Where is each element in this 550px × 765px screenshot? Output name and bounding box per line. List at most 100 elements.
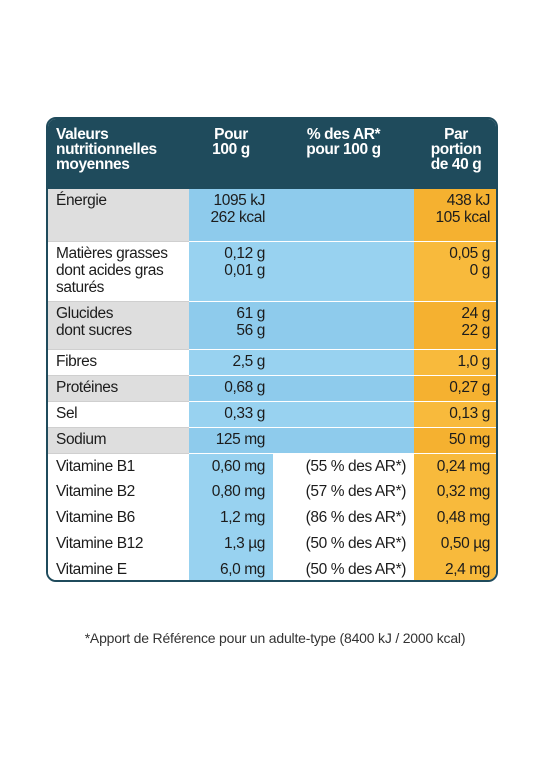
cell-line: 100 g [212,141,250,158]
cell-line: Protéines [56,379,118,396]
table-cell: Sel [48,401,189,427]
cell-line: 1,0 g [457,353,491,370]
table-cell: (50 % des AR*) [273,531,414,557]
cell-line: (50 % des AR*) [305,535,407,552]
cell-line: 2,4 mg [445,561,490,578]
cell-line: de 40 g [430,156,482,173]
cell-line: 0,60 mg [211,458,266,475]
cell-line: 0,01 g [224,262,265,279]
cell-line: Vitamine B1 [56,458,135,475]
cell-line: 24 g [461,305,490,322]
cell-line: 0,24 mg [436,458,491,475]
table-cell: (50 % des AR*) [273,557,414,580]
cell-line: 6,0 mg [220,561,265,578]
cell-line: Sel [56,405,78,422]
cell-line: Vitamine E [56,561,127,578]
cell-line: Glucides [56,305,114,322]
table-cell: 0,68 g [189,375,273,401]
table-cell [273,401,414,427]
table-cell: 6,0 mg [189,557,273,580]
cell-line: 0,13 g [449,405,490,422]
cell-line: dont acides gras [56,262,164,279]
cell-line: Pour [214,126,248,143]
cell-line: % des AR* [306,126,381,143]
table-cell: 2,5 g [189,349,273,375]
cell-line: (57 % des AR*) [305,483,407,500]
cell-line: 0,05 g [449,245,490,262]
table-cell: 1,2 mg [189,505,273,531]
cell-line: 105 kcal [435,209,490,226]
table-cell: 0,60 mg [189,453,273,479]
table-cell: Protéines [48,375,189,401]
table-cell: 0,33 g [189,401,273,427]
cell-line: 61 g [236,305,265,322]
table-cell: Vitamine B6 [48,505,189,531]
table-cell: 24 g 22 g [414,301,496,349]
cell-line: 0,48 mg [436,509,491,526]
cell-line: (50 % des AR*) [305,561,407,578]
table-cell: (55 % des AR*) [273,453,414,479]
table-cell: 125 mg [189,427,273,453]
cell-line: 0,32 mg [436,483,491,500]
table-cell: Énergie [48,189,189,241]
cell-line: 1,3 µg [223,535,265,552]
table-cell: 0,32 mg [414,479,496,505]
cell-line: 0,80 mg [211,483,266,500]
table-cell: 0,12 g 0,01 g [189,241,273,301]
cell-line: 262 kcal [210,209,265,226]
table-cell: 2,4 mg [414,557,496,580]
table-cell: 61 g 56 g [189,301,273,349]
cell-line: Valeurs [56,126,109,143]
table-cell [273,375,414,401]
table-cell: 50 mg [414,427,496,453]
table-cell: Vitamine B1 [48,453,189,479]
cell-line: 1,2 mg [220,509,265,526]
cell-line: 125 mg [215,431,266,448]
table-cell: 0,24 mg [414,453,496,479]
table-cell: 0,13 g [414,401,496,427]
cell-line: Vitamine B12 [56,535,144,552]
cell-line: Fibres [56,353,97,370]
table-cell: 438 kJ 105 kcal [414,189,496,241]
table-cell: (57 % des AR*) [273,479,414,505]
cell-line: dont sucres [56,322,132,339]
table-cell: 0,50 µg [414,531,496,557]
table-cell: 0,48 mg [414,505,496,531]
header-cell: Pour 100 g [189,119,273,189]
cell-line: 2,5 g [232,353,266,370]
table-cell: 1,3 µg [189,531,273,557]
cell-line: 0,33 g [224,405,265,422]
table-cell [273,427,414,453]
table-cell [273,241,414,301]
cell-line: 0 g [469,262,491,279]
cell-line: 0,27 g [449,379,490,396]
cell-line: (86 % des AR*) [305,509,407,526]
footnote: *Apport de Référence pour un adulte-type… [84,630,466,646]
cell-line: 56 g [236,322,265,339]
table-cell: Vitamine B2 [48,479,189,505]
cell-line: 0,68 g [224,379,265,396]
cell-line: nutritionnelles [56,141,157,158]
cell-line: portion [430,141,482,158]
cell-line: 50 mg [448,431,490,448]
table-cell [273,301,414,349]
cell-line: 438 kJ [446,192,491,209]
table-cell: 0,80 mg [189,479,273,505]
cell-line: moyennes [56,156,130,173]
cell-line: Vitamine B6 [56,509,135,526]
table-cell: Matières grasses dont acides gras saturés [48,241,189,301]
cell-line: Par [444,126,468,143]
cell-line: Sodium [56,431,107,448]
cell-line: 0,50 µg [440,535,491,552]
table-cell [273,349,414,375]
table-cell: Vitamine B12 [48,531,189,557]
nutrition-table: Valeurs nutritionnelles moyennes Pour 100 g%… [46,117,498,582]
table-cell: Fibres [48,349,189,375]
header-cell: Par portion de 40 g [414,119,496,189]
cell-line: saturés [56,279,105,296]
table-cell: Vitamine E [48,557,189,580]
header-cell: Valeurs nutritionnelles moyennes [48,119,189,189]
table-cell: 0,27 g [414,375,496,401]
cell-line: Énergie [56,192,107,209]
